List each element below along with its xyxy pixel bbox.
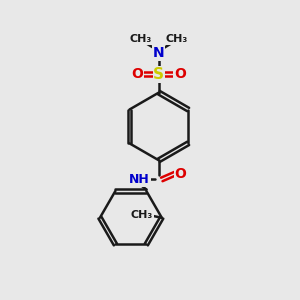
Text: O: O [174,67,186,81]
Text: CH₃: CH₃ [166,34,188,44]
Text: CH₃: CH₃ [131,210,153,220]
Text: O: O [132,67,144,81]
Text: S: S [153,67,164,82]
Text: O: O [174,167,186,181]
Text: N: N [153,46,165,60]
Text: NH: NH [129,173,150,186]
Text: CH₃: CH₃ [130,34,152,44]
